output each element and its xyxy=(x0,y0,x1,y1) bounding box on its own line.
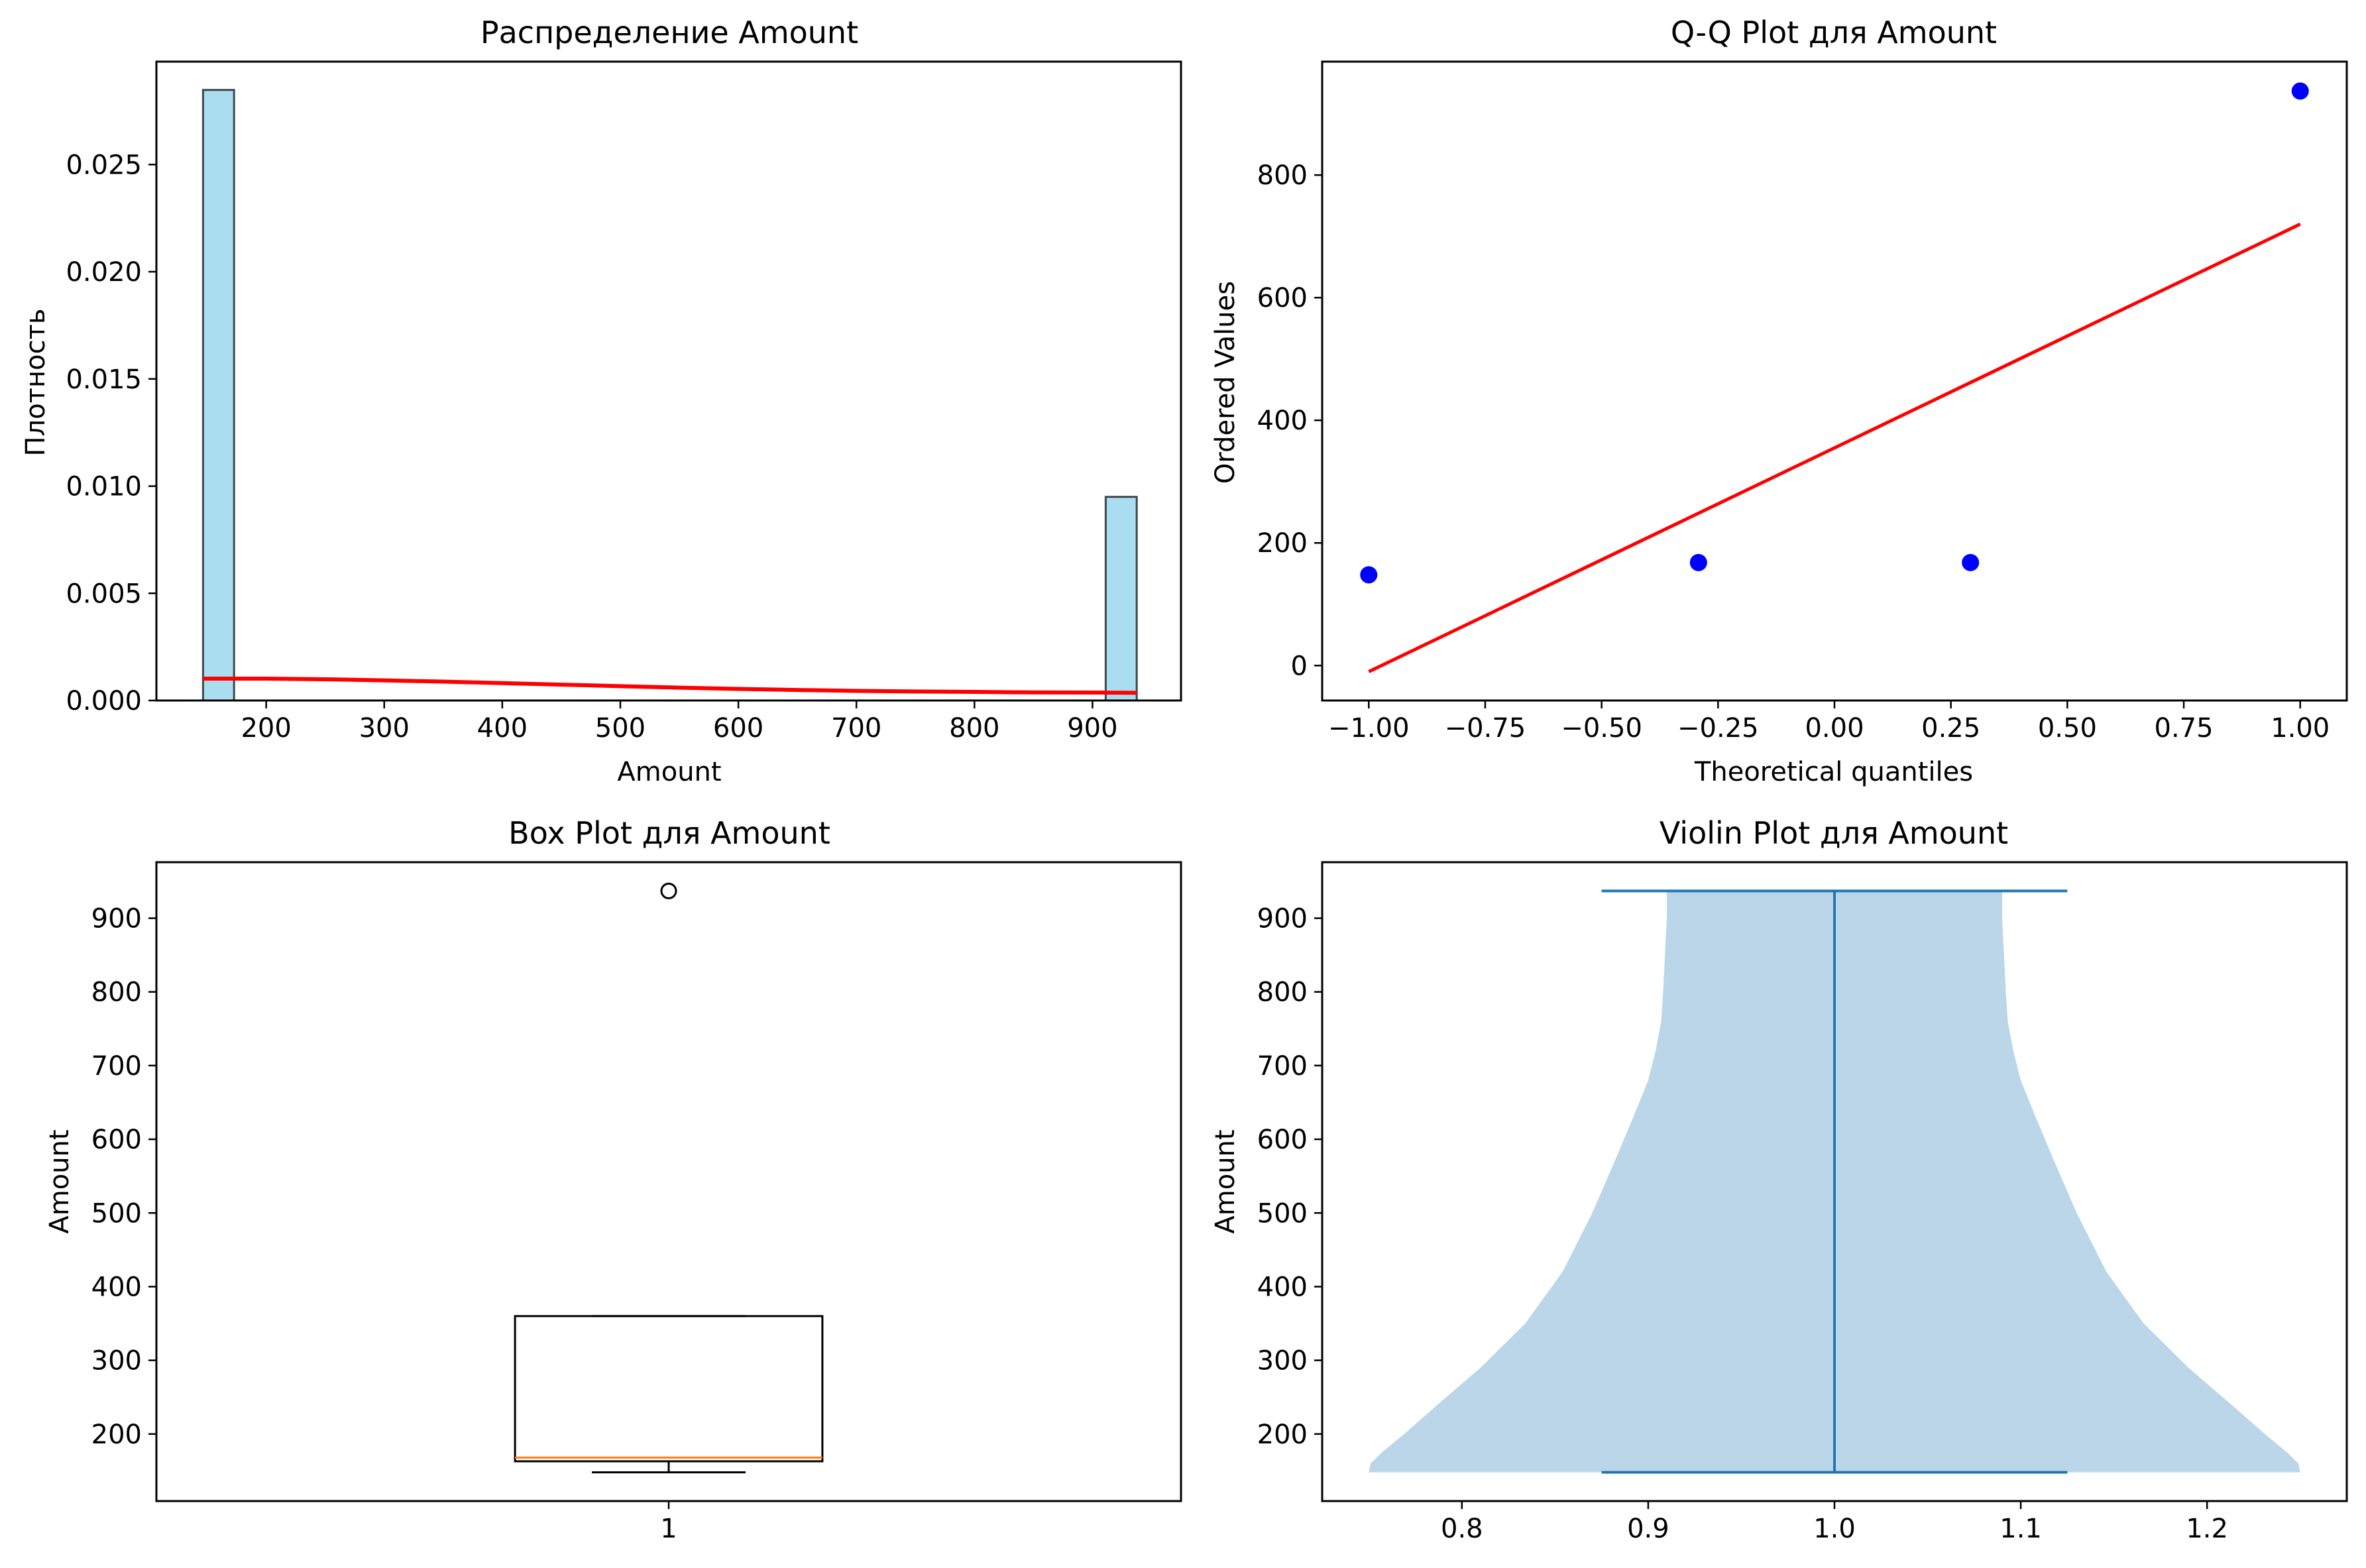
boxplot-y-label: Amount xyxy=(44,1129,75,1233)
boxplot-y-ticks: 200 300 400 500 600 700 800 900 xyxy=(91,904,156,1450)
histogram-x-tick-label: 600 xyxy=(713,713,763,744)
violin-y-tick-label: 600 xyxy=(1257,1125,1308,1155)
violin-y-tick-label: 500 xyxy=(1257,1198,1308,1229)
qq-point xyxy=(1360,566,1378,584)
violin-x-tick-label: 0.9 xyxy=(1627,1514,1669,1544)
histogram-x-label: Amount xyxy=(617,757,721,787)
histogram-y-tick-label: 0.020 xyxy=(66,257,142,288)
histogram-x-tick-label: 700 xyxy=(831,713,881,744)
violin-y-tick-label: 800 xyxy=(1257,978,1308,1008)
qq-x-tick-label: −1.00 xyxy=(1328,713,1410,744)
histogram-x-tick-label: 900 xyxy=(1067,713,1117,744)
qq-y-tick-label: 400 xyxy=(1257,406,1308,436)
qq-y-tick-label: 800 xyxy=(1257,160,1308,191)
qq-y-tick-label: 200 xyxy=(1257,528,1308,559)
boxplot-y-tick-label: 600 xyxy=(91,1125,142,1155)
qq-x-tick-label: 0.50 xyxy=(2038,713,2097,744)
boxplot-plot-area xyxy=(514,882,824,1474)
histogram-x-tick-label: 800 xyxy=(949,713,999,744)
histogram-x-ticks: 200 300 400 500 600 700 800 900 xyxy=(241,700,1118,744)
kde-line xyxy=(203,677,1137,695)
qq-title: Q-Q Plot для Amount xyxy=(1671,15,1997,50)
qq-x-label: Theoretical quantiles xyxy=(1694,757,1973,787)
qq-x-tick-label: 0.25 xyxy=(1921,713,1980,744)
histogram-y-tick-label: 0.015 xyxy=(66,364,142,395)
boxplot-x-tick-label: 1 xyxy=(660,1514,677,1544)
qq-x-tick-label: 1.00 xyxy=(2271,713,2330,744)
qq-x-ticks: −1.00 −0.75 −0.50 −0.25 0.00 0.25 0.50 0.75 1.00 xyxy=(1328,700,2330,744)
boxplot-y-tick-label: 800 xyxy=(91,978,142,1008)
boxplot-title: Box Plot для Amount xyxy=(508,815,830,851)
histogram-x-tick-label: 400 xyxy=(477,713,528,744)
violin-panel: Violin Plot для Amount 0.8 0.9 1.0 1.1 1.2 2… xyxy=(1210,815,2348,1544)
qq-point xyxy=(1689,553,1707,571)
qq-x-tick-label: 0.00 xyxy=(1805,713,1864,744)
histogram-x-tick-label: 200 xyxy=(241,713,291,744)
violin-x-ticks: 0.8 0.9 1.0 1.1 1.2 xyxy=(1441,1501,2228,1544)
qq-panel: Q-Q Plot для Amount −1.00 −0.75 −0.50 −0.25… xyxy=(1210,15,2348,787)
qq-y-ticks: 0 200 400 600 800 xyxy=(1257,160,1322,681)
qq-x-tick-label: −0.50 xyxy=(1561,713,1642,744)
histogram-y-tick-label: 0.025 xyxy=(66,150,142,180)
box-iqr xyxy=(514,1315,824,1463)
histogram-y-tick-label: 0.005 xyxy=(66,579,142,609)
boxplot-y-tick-label: 200 xyxy=(91,1420,142,1450)
violin-x-tick-label: 1.2 xyxy=(2186,1514,2228,1544)
histogram-y-ticks: 0.000 0.005 0.010 0.015 0.020 0.025 xyxy=(66,150,156,716)
violin-y-label: Amount xyxy=(1210,1129,1241,1233)
histogram-panel: Распределение Amount 200 300 400 500 600 700 8… xyxy=(21,15,1182,787)
histogram-bar xyxy=(201,89,235,702)
boxplot-y-tick-label: 300 xyxy=(91,1346,142,1376)
qq-x-tick-label: −0.75 xyxy=(1445,713,1526,744)
qq-fit-line xyxy=(1368,222,2301,673)
violin-y-tick-label: 400 xyxy=(1257,1272,1308,1302)
histogram-y-label: Плотность xyxy=(21,309,51,457)
boxplot-panel: Box Plot для Amount 1 200 300 400 500 600 700… xyxy=(44,815,1182,1544)
violin-y-tick-label: 900 xyxy=(1257,904,1308,934)
histogram-y-tick-label: 0.000 xyxy=(66,686,142,716)
violin-x-tick-label: 1.1 xyxy=(2000,1514,2042,1544)
qq-x-tick-label: −0.25 xyxy=(1677,713,1759,744)
violin-title: Violin Plot для Amount xyxy=(1660,815,2008,851)
qq-x-tick-label: 0.75 xyxy=(2155,713,2214,744)
qq-y-tick-label: 0 xyxy=(1291,651,1308,681)
boxplot-y-tick-label: 400 xyxy=(91,1272,142,1302)
box-outlier xyxy=(660,882,677,899)
histogram-bar xyxy=(1104,496,1138,702)
histogram-axes-frame xyxy=(155,60,1182,702)
violin-x-tick-label: 0.8 xyxy=(1441,1514,1483,1544)
qq-point xyxy=(1962,553,1980,571)
qq-plot-area xyxy=(1360,82,2309,673)
violin-y-tick-label: 200 xyxy=(1257,1420,1308,1450)
violin-plot-area xyxy=(1369,889,2300,1474)
violin-x-tick-label: 1.0 xyxy=(1813,1514,1856,1544)
boxplot-x-ticks: 1 xyxy=(660,1501,677,1544)
qq-y-tick-label: 600 xyxy=(1257,283,1308,313)
violin-y-tick-label: 700 xyxy=(1257,1051,1308,1082)
histogram-x-tick-label: 300 xyxy=(359,713,410,744)
boxplot-y-tick-label: 900 xyxy=(91,904,142,934)
violin-y-ticks: 200 300 400 500 600 700 800 900 xyxy=(1257,904,1322,1450)
histogram-x-tick-label: 500 xyxy=(595,713,646,744)
boxplot-y-tick-label: 500 xyxy=(91,1198,142,1229)
boxplot-y-tick-label: 700 xyxy=(91,1051,142,1082)
histogram-title: Распределение Amount xyxy=(480,15,858,50)
qq-point xyxy=(2291,82,2309,100)
qq-y-label: Ordered Values xyxy=(1210,281,1241,484)
violin-y-tick-label: 300 xyxy=(1257,1346,1308,1376)
histogram-y-tick-label: 0.010 xyxy=(66,472,142,502)
